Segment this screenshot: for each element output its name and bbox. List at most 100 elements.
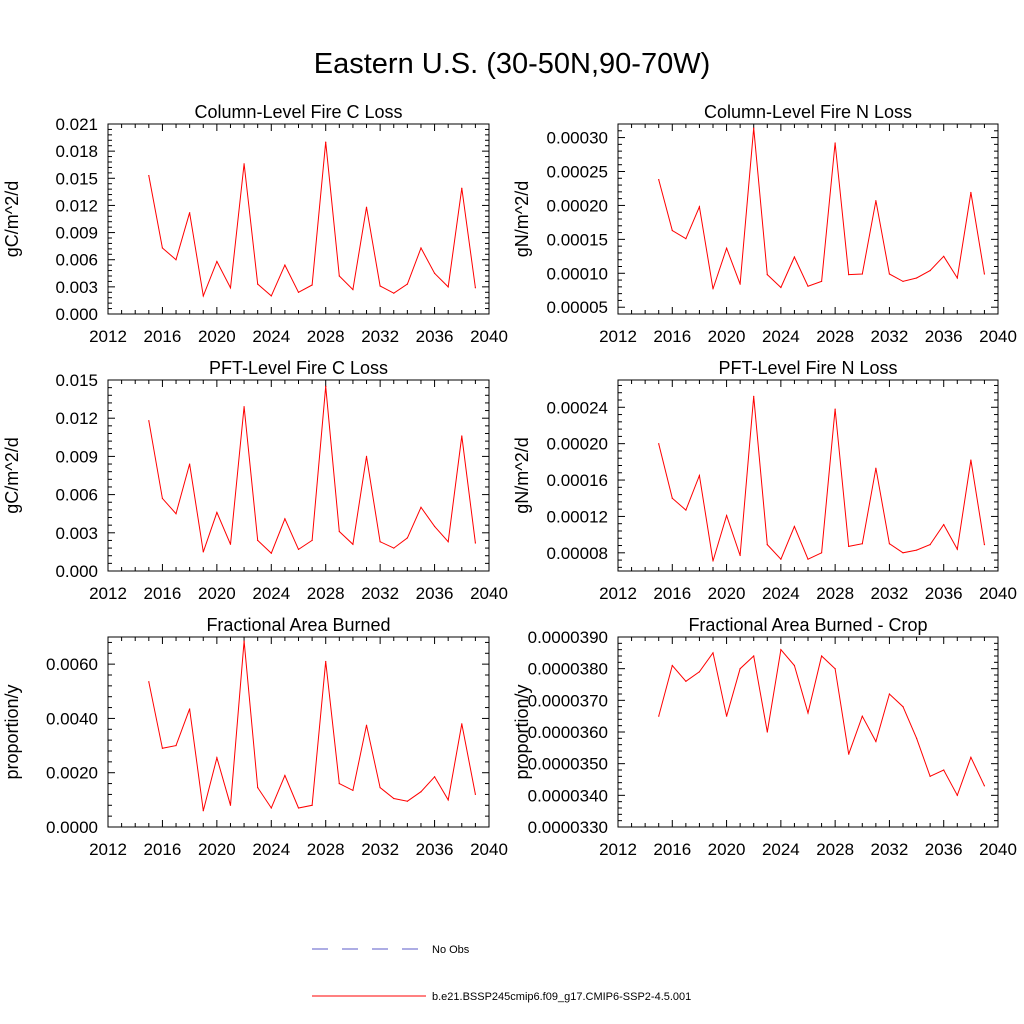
data-point (338, 530, 340, 533)
data-point (807, 712, 809, 714)
x-tick-label: 2040 (470, 584, 508, 603)
data-point (793, 664, 796, 667)
y-tick-label: 0.009 (55, 447, 98, 466)
x-tick-label: 2024 (252, 840, 290, 859)
y-axis-label: gC/m^2/d (2, 437, 22, 513)
legend-label: No Obs (432, 944, 470, 956)
data-point (406, 800, 408, 802)
data-point (352, 288, 354, 291)
data-point (257, 787, 259, 789)
x-tick-label: 2016 (653, 840, 691, 859)
data-point (393, 292, 395, 294)
legend: No Obs b.e21.BSSP245cmip6.f09_g17.CMIP6-S… (312, 944, 691, 1003)
data-point (983, 273, 986, 275)
data-point (983, 785, 986, 787)
data-point (888, 543, 891, 545)
x-tick-label: 2024 (252, 327, 290, 346)
data-point (161, 247, 164, 249)
data-point (685, 238, 687, 240)
data-point (406, 537, 408, 539)
y-tick-label: 0.012 (55, 409, 98, 428)
data-point (875, 740, 877, 743)
y-tick-label: 0.00030 (547, 129, 608, 148)
data-point (902, 280, 904, 283)
data-point (766, 274, 768, 276)
data-point (820, 552, 823, 554)
panel-title: PFT-Level Fire N Loss (718, 358, 897, 378)
plot-frame (107, 636, 490, 828)
data-point (875, 200, 877, 202)
series-line (148, 386, 476, 555)
data-point (175, 513, 177, 515)
series-line (658, 128, 985, 290)
x-tick-label: 2032 (871, 584, 909, 603)
data-point (433, 776, 436, 778)
y-tick-label: 0.0060 (46, 655, 98, 674)
x-tick-label: 2036 (416, 840, 454, 859)
data-point (943, 255, 945, 257)
y-tick-label: 0.015 (55, 169, 98, 188)
data-point (474, 542, 476, 544)
chart-panel-1: Column-Level Fire C Loss gC/m^2/d 2012 2016… (2, 102, 508, 346)
y-tick-label: 0.00010 (547, 264, 608, 283)
data-point (943, 524, 945, 526)
data-point (229, 804, 232, 806)
data-point (229, 287, 232, 289)
data-point (229, 543, 232, 545)
data-point (915, 277, 918, 279)
data-point (216, 511, 218, 514)
data-point (780, 558, 782, 560)
data-point (970, 191, 972, 194)
data-point (447, 286, 449, 288)
data-point (365, 455, 368, 457)
y-tick-label: 0.00024 (547, 398, 608, 417)
data-point (257, 283, 259, 285)
data-point (433, 525, 436, 528)
data-point (202, 551, 204, 553)
y-tick-label: 0.00008 (547, 544, 608, 563)
data-point (379, 787, 381, 789)
x-tick-label: 2036 (925, 584, 963, 603)
x-tick-label: 2028 (816, 584, 854, 603)
data-point (161, 747, 164, 749)
x-tick-label: 2020 (708, 840, 746, 859)
data-point (189, 463, 191, 465)
data-point (325, 385, 327, 387)
x-tick-label: 2016 (144, 327, 182, 346)
data-point (461, 723, 463, 725)
data-point (216, 260, 218, 263)
data-point (848, 274, 850, 276)
data-point (983, 544, 986, 546)
panel-title: Column-Level Fire C Loss (194, 102, 402, 122)
y-tick-label: 0.00012 (547, 507, 608, 526)
chart-panel-6: Fractional Area Burned - Crop proportion/… (512, 615, 1017, 859)
data-point (474, 287, 476, 289)
x-tick-label: 2032 (361, 584, 399, 603)
y-tick-label: 0.0000370 (528, 691, 608, 710)
x-tick-label: 2040 (979, 584, 1017, 603)
data-point (861, 273, 863, 275)
x-tick-label: 2012 (599, 327, 637, 346)
data-point (725, 514, 728, 517)
data-point (161, 497, 164, 500)
legend-label: b.e21.BSSP245cmip6.f09_g17.CMIP6-SSP2-4.… (432, 991, 691, 1003)
data-point (820, 655, 823, 657)
series-line (658, 396, 985, 562)
data-point (671, 664, 673, 667)
data-point (189, 212, 191, 214)
x-tick-label: 2028 (816, 840, 854, 859)
x-tick-label: 2020 (708, 327, 746, 346)
data-point (175, 259, 177, 261)
data-point (725, 247, 728, 249)
data-point (698, 206, 701, 208)
y-tick-label: 0.009 (55, 224, 98, 243)
plot-frame (107, 123, 490, 315)
data-point (671, 229, 673, 232)
data-point (698, 671, 701, 673)
data-point (365, 724, 368, 726)
y-axis-label: gN/m^2/d (512, 181, 532, 257)
data-point (902, 552, 904, 554)
data-point (148, 681, 150, 683)
y-tick-label: 0.000 (55, 562, 98, 581)
